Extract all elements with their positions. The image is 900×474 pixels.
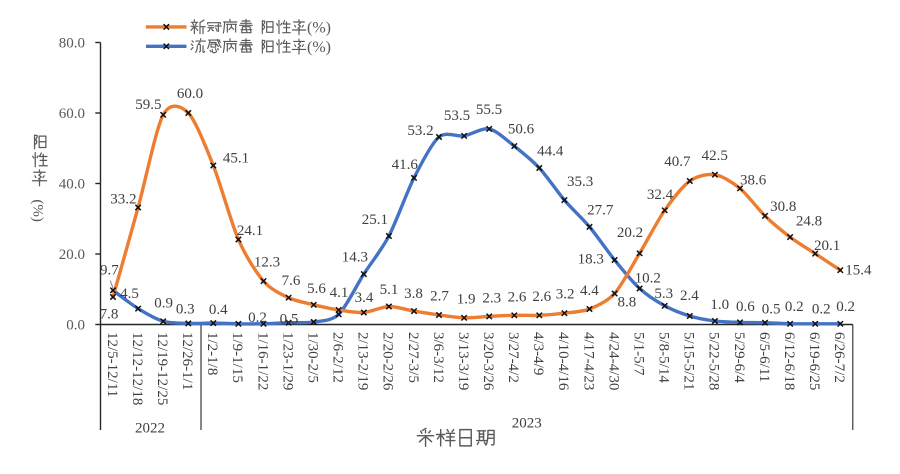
svg-text:40.0: 40.0 xyxy=(59,177,85,193)
svg-text:6/19-6/25: 6/19-6/25 xyxy=(806,332,822,390)
svg-text:40.7: 40.7 xyxy=(664,154,691,170)
svg-text:4.5: 4.5 xyxy=(120,286,139,302)
svg-text:20.0: 20.0 xyxy=(59,247,85,263)
svg-text:1.9: 1.9 xyxy=(457,291,476,307)
svg-text:5/22-5/28: 5/22-5/28 xyxy=(706,332,722,390)
svg-text:12/12-12/18: 12/12-12/18 xyxy=(129,332,145,405)
svg-text:0.2: 0.2 xyxy=(248,310,267,326)
svg-text:8.8: 8.8 xyxy=(618,295,637,311)
svg-text:27.7: 27.7 xyxy=(587,203,614,219)
svg-text:0.0: 0.0 xyxy=(66,318,85,334)
svg-text:4/17-4/23: 4/17-4/23 xyxy=(580,332,596,390)
svg-text:1/9-1/15: 1/9-1/15 xyxy=(229,332,245,383)
svg-text:2.6: 2.6 xyxy=(508,290,527,306)
svg-text:44.4: 44.4 xyxy=(537,144,564,160)
svg-text:53.5: 53.5 xyxy=(444,108,470,124)
svg-text:24.8: 24.8 xyxy=(796,213,822,229)
svg-text:0.2: 0.2 xyxy=(836,299,855,315)
svg-text:30.8: 30.8 xyxy=(770,199,796,215)
svg-text:4/24-4/30: 4/24-4/30 xyxy=(605,332,621,390)
svg-text:0.6: 0.6 xyxy=(736,299,755,315)
svg-text:4.1: 4.1 xyxy=(330,285,349,301)
svg-text:0.2: 0.2 xyxy=(785,299,804,315)
svg-text:3.4: 3.4 xyxy=(355,290,374,306)
svg-text:7.6: 7.6 xyxy=(282,273,301,289)
svg-text:5/1-5/7: 5/1-5/7 xyxy=(630,332,646,376)
svg-text:42.5: 42.5 xyxy=(702,148,728,164)
svg-text:5.6: 5.6 xyxy=(307,281,326,297)
svg-text:2/13-2/19: 2/13-2/19 xyxy=(355,332,371,390)
svg-text:1/16-1/22: 1/16-1/22 xyxy=(254,332,270,390)
svg-text:6/5-6/11: 6/5-6/11 xyxy=(756,332,772,382)
svg-text:2/27-3/5: 2/27-3/5 xyxy=(405,332,421,383)
svg-text:2.3: 2.3 xyxy=(482,291,501,307)
svg-text:2.4: 2.4 xyxy=(680,288,699,304)
svg-text:1/2-1/8: 1/2-1/8 xyxy=(204,332,220,375)
svg-text:38.6: 38.6 xyxy=(740,173,767,189)
svg-text:59.5: 59.5 xyxy=(135,97,161,113)
svg-text:2/6-2/12: 2/6-2/12 xyxy=(330,332,346,383)
svg-text:20.2: 20.2 xyxy=(617,225,643,241)
svg-text:3/20-3/26: 3/20-3/26 xyxy=(480,332,496,391)
svg-text:7.8: 7.8 xyxy=(100,306,119,322)
svg-text:3.2: 3.2 xyxy=(556,286,575,302)
svg-text:0.3: 0.3 xyxy=(176,302,195,318)
svg-text:35.3: 35.3 xyxy=(567,174,593,190)
svg-text:32.4: 32.4 xyxy=(647,187,674,203)
svg-text:3.8: 3.8 xyxy=(404,286,423,302)
svg-text:25.1: 25.1 xyxy=(362,212,388,228)
svg-text:(%): (%) xyxy=(307,19,331,36)
svg-text:12.3: 12.3 xyxy=(254,254,280,270)
svg-text:5/29-6/4: 5/29-6/4 xyxy=(731,332,747,383)
svg-text:12/26-1/1: 12/26-1/1 xyxy=(179,332,195,390)
svg-text:1/23-1/29: 1/23-1/29 xyxy=(279,332,295,390)
svg-text:41.6: 41.6 xyxy=(392,157,419,173)
svg-text:2.6: 2.6 xyxy=(532,289,551,305)
svg-text:(%): (%) xyxy=(30,199,46,222)
svg-text:55.5: 55.5 xyxy=(476,102,502,118)
svg-text:5/8-5/14: 5/8-5/14 xyxy=(656,332,672,383)
svg-text:0.9: 0.9 xyxy=(154,296,173,312)
svg-text:3/27-4/2: 3/27-4/2 xyxy=(505,332,521,383)
svg-text:1.0: 1.0 xyxy=(710,297,729,313)
svg-text:2/20-2/26: 2/20-2/26 xyxy=(380,332,396,391)
svg-text:6/26-7/2: 6/26-7/2 xyxy=(831,332,847,383)
svg-text:20.1: 20.1 xyxy=(814,238,840,254)
svg-text:4/3-4/9: 4/3-4/9 xyxy=(530,332,546,375)
svg-text:5.3: 5.3 xyxy=(654,286,673,302)
svg-text:45.1: 45.1 xyxy=(223,151,249,167)
svg-text:4/10-4/16: 4/10-4/16 xyxy=(555,332,571,391)
svg-text:18.3: 18.3 xyxy=(578,252,604,268)
svg-text:14.3: 14.3 xyxy=(342,250,368,266)
svg-text:80.0: 80.0 xyxy=(59,36,85,52)
svg-text:24.1: 24.1 xyxy=(237,223,263,239)
svg-text:0.2: 0.2 xyxy=(812,302,831,318)
svg-text:12/5-12/11: 12/5-12/11 xyxy=(104,332,120,397)
svg-text:2.7: 2.7 xyxy=(430,288,449,304)
svg-text:4.4: 4.4 xyxy=(580,283,599,299)
svg-text:9.7: 9.7 xyxy=(100,262,119,278)
svg-text:50.6: 50.6 xyxy=(508,121,535,137)
svg-text:(%): (%) xyxy=(307,39,331,56)
svg-text:10.2: 10.2 xyxy=(635,271,661,287)
svg-text:3/13-3/19: 3/13-3/19 xyxy=(455,332,471,390)
svg-text:6/12-6/18: 6/12-6/18 xyxy=(781,332,797,390)
svg-text:0.4: 0.4 xyxy=(209,302,228,318)
svg-text:5.1: 5.1 xyxy=(380,282,399,298)
svg-text:12/19-12/25: 12/19-12/25 xyxy=(154,332,170,405)
svg-text:2022: 2022 xyxy=(135,421,165,437)
svg-text:15.4: 15.4 xyxy=(845,262,872,278)
svg-text:0.5: 0.5 xyxy=(280,312,299,328)
svg-text:60.0: 60.0 xyxy=(59,106,85,122)
svg-text:5/15-5/21: 5/15-5/21 xyxy=(681,332,697,390)
svg-text:60.0: 60.0 xyxy=(177,86,203,102)
svg-text:3/6-3/12: 3/6-3/12 xyxy=(430,332,446,383)
svg-text:1/30-2/5: 1/30-2/5 xyxy=(305,332,321,383)
svg-text:2023: 2023 xyxy=(512,416,542,432)
svg-text:0.5: 0.5 xyxy=(762,302,781,318)
svg-text:33.2: 33.2 xyxy=(110,192,136,208)
svg-text:53.2: 53.2 xyxy=(407,123,433,139)
